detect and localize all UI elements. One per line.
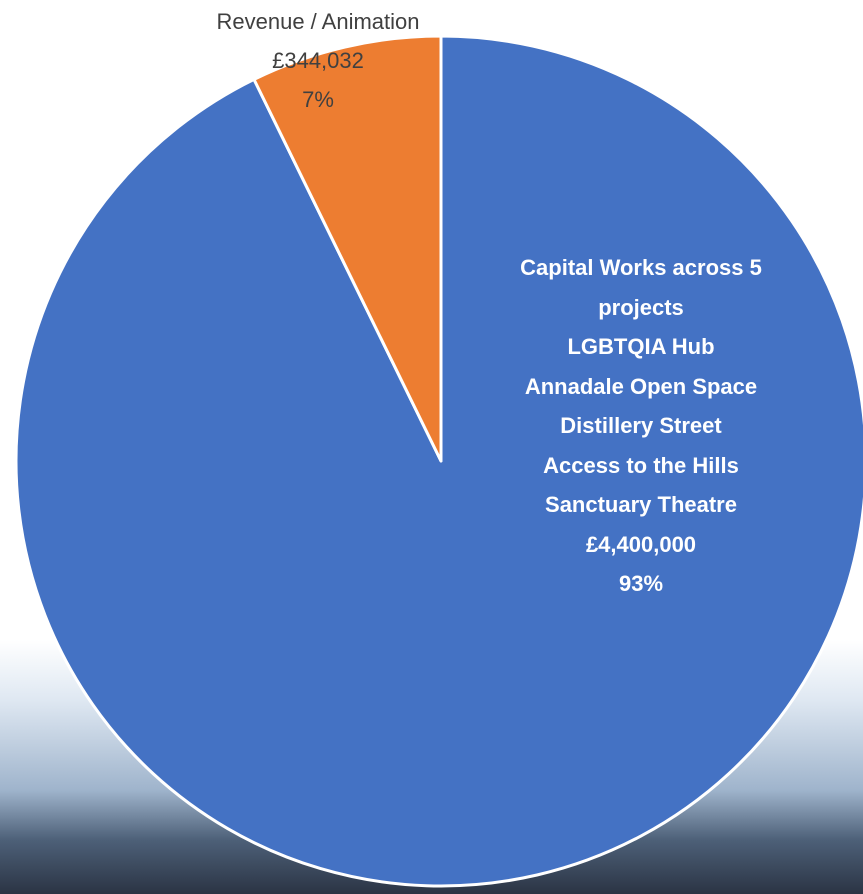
- project-label: Access to the Hills: [543, 452, 739, 478]
- project-label: LGBTQIA Hub: [567, 334, 715, 359]
- slice-label: Capital Works across 5 projects LGBTQIA H…: [500, 248, 782, 604]
- category-label: Revenue / Animation: [216, 9, 420, 34]
- slice-label: Revenue / Animation £344,032 7%: [168, 2, 468, 119]
- project-label: Sanctuary Theatre: [545, 492, 737, 517]
- pie-slice: [252, 34, 443, 463]
- value-label: £344,032: [272, 48, 364, 73]
- percentage-label: 7%: [302, 87, 334, 112]
- project-label: Annadale Open Space: [524, 373, 758, 399]
- category-label: Capital Works across 5 projects: [520, 255, 762, 320]
- percentage-label: 93%: [618, 571, 664, 596]
- project-label: Distillery Street: [560, 413, 722, 438]
- value-label: £4,400,000: [585, 531, 697, 557]
